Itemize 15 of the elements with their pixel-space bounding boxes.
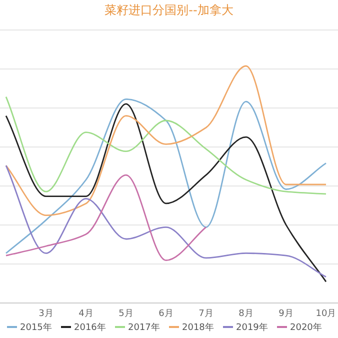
x-tick-label: 3月	[38, 309, 54, 319]
x-tick-label: 6月	[158, 309, 174, 319]
x-tick-label: 8月	[238, 309, 254, 319]
x-tick-label: 9月	[278, 309, 294, 319]
x-tick-label: 10月	[316, 309, 336, 319]
x-tick-label: 5月	[118, 309, 134, 319]
legend-label: 2015年	[20, 322, 52, 333]
x-tick-label: 7月	[198, 309, 214, 319]
x-tick-label: 4月	[78, 309, 94, 319]
legend-label: 2020年	[290, 322, 322, 333]
legend-label: 2019年	[236, 322, 268, 333]
legend-label: 2016年	[74, 322, 106, 333]
legend-label: 2017年	[128, 322, 160, 333]
legend-label: 2018年	[182, 322, 214, 333]
chart-title: 菜籽进口分国别--加拿大	[104, 3, 234, 17]
